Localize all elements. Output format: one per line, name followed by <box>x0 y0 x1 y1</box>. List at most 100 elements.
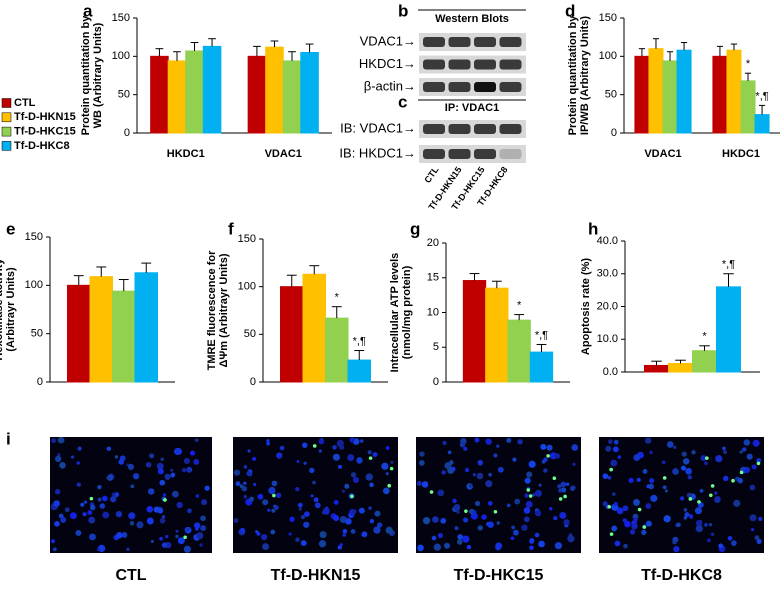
nucleus <box>481 514 487 520</box>
nucleus <box>722 446 726 451</box>
nucleus <box>129 520 135 526</box>
nucleus <box>106 446 112 451</box>
nucleus <box>646 484 650 489</box>
nucleus <box>352 509 357 514</box>
nucleus <box>521 524 528 531</box>
nucleus <box>111 492 116 497</box>
nucleus <box>344 483 350 489</box>
nucleus <box>239 484 244 489</box>
nucleus <box>159 536 163 541</box>
nucleus <box>233 469 241 476</box>
nucleus <box>642 469 648 474</box>
nucleus <box>243 494 248 499</box>
nucleus <box>356 457 363 464</box>
nucleus <box>688 514 693 519</box>
blot-band <box>499 59 522 70</box>
nucleus <box>648 483 655 490</box>
nucleus <box>758 516 763 522</box>
nucleus <box>164 473 171 480</box>
apoptotic-cell <box>387 483 392 488</box>
nucleus <box>682 458 690 465</box>
nucleus <box>432 516 439 523</box>
nucleus <box>297 502 303 508</box>
nucleus <box>694 507 702 515</box>
nucleus <box>55 455 62 463</box>
nucleus <box>681 451 687 457</box>
nucleus <box>560 481 567 488</box>
nucleus <box>540 443 547 450</box>
blot-band <box>448 37 471 47</box>
nucleus <box>268 486 276 495</box>
nucleus <box>376 522 383 528</box>
nucleus <box>614 540 621 547</box>
apoptotic-cell <box>731 478 735 483</box>
apoptotic-cell <box>493 509 498 514</box>
micrograph <box>416 437 581 553</box>
nucleus <box>526 471 533 478</box>
nucleus <box>369 482 374 488</box>
nucleus <box>602 473 609 479</box>
nucleus <box>444 462 452 470</box>
y-tick-label: 40.0 <box>597 235 618 247</box>
nucleus <box>359 439 364 443</box>
blot-strip <box>419 78 526 96</box>
nucleus <box>52 547 57 552</box>
nucleus <box>102 495 108 502</box>
bar <box>247 55 267 134</box>
nucleus <box>369 518 375 524</box>
nucleus <box>266 439 270 443</box>
nucleus <box>271 508 276 513</box>
micrograph <box>233 437 398 553</box>
bar <box>67 284 91 383</box>
apoptotic-cell <box>756 461 761 466</box>
nucleus <box>617 455 622 459</box>
y-axis-label: (nmol/mg protein) <box>401 265 413 359</box>
nucleus <box>676 522 681 528</box>
nucleus <box>477 459 484 466</box>
nucleus <box>723 450 727 454</box>
nucleus <box>97 497 102 502</box>
nucleus <box>417 544 424 552</box>
nucleus <box>731 540 737 546</box>
nucleus <box>337 545 342 550</box>
nucleus <box>170 468 174 472</box>
nucleus <box>422 516 431 525</box>
nucleus <box>153 506 160 513</box>
nucleus <box>477 525 483 531</box>
nucleus <box>147 488 155 495</box>
nucleus <box>302 442 308 448</box>
y-tick-label: 150 <box>238 233 256 245</box>
nucleus <box>88 516 96 524</box>
blot-title: Western Blots <box>435 13 509 25</box>
nucleus <box>611 525 618 532</box>
nucleus <box>749 484 756 491</box>
nucleus <box>165 534 169 539</box>
nucleus <box>474 437 480 443</box>
nucleus <box>150 539 154 543</box>
blot-band <box>499 149 522 159</box>
nucleus <box>459 442 466 448</box>
apoptotic-cell <box>429 490 434 494</box>
nucleus <box>644 437 652 444</box>
panel-letter: a <box>83 1 93 20</box>
nucleus <box>451 466 456 472</box>
nucleus <box>683 516 687 520</box>
nucleus <box>723 475 729 482</box>
y-axis-label: ΔΨm (Arbitrayr Units) <box>218 253 230 367</box>
nucleus <box>718 543 723 549</box>
nucleus <box>110 496 117 503</box>
nucleus <box>474 500 481 507</box>
y-tick-label: 15 <box>427 272 439 284</box>
nucleus <box>750 528 755 532</box>
blot-band <box>499 124 522 134</box>
nucleus <box>175 534 179 539</box>
blot-band <box>448 59 471 70</box>
nucleus <box>240 527 246 533</box>
nucleus <box>339 515 347 524</box>
nucleus <box>538 540 545 548</box>
blot-band <box>474 82 496 92</box>
nucleus <box>116 532 123 539</box>
nucleus <box>452 498 457 504</box>
nucleus <box>309 467 315 474</box>
nucleus <box>662 485 667 490</box>
